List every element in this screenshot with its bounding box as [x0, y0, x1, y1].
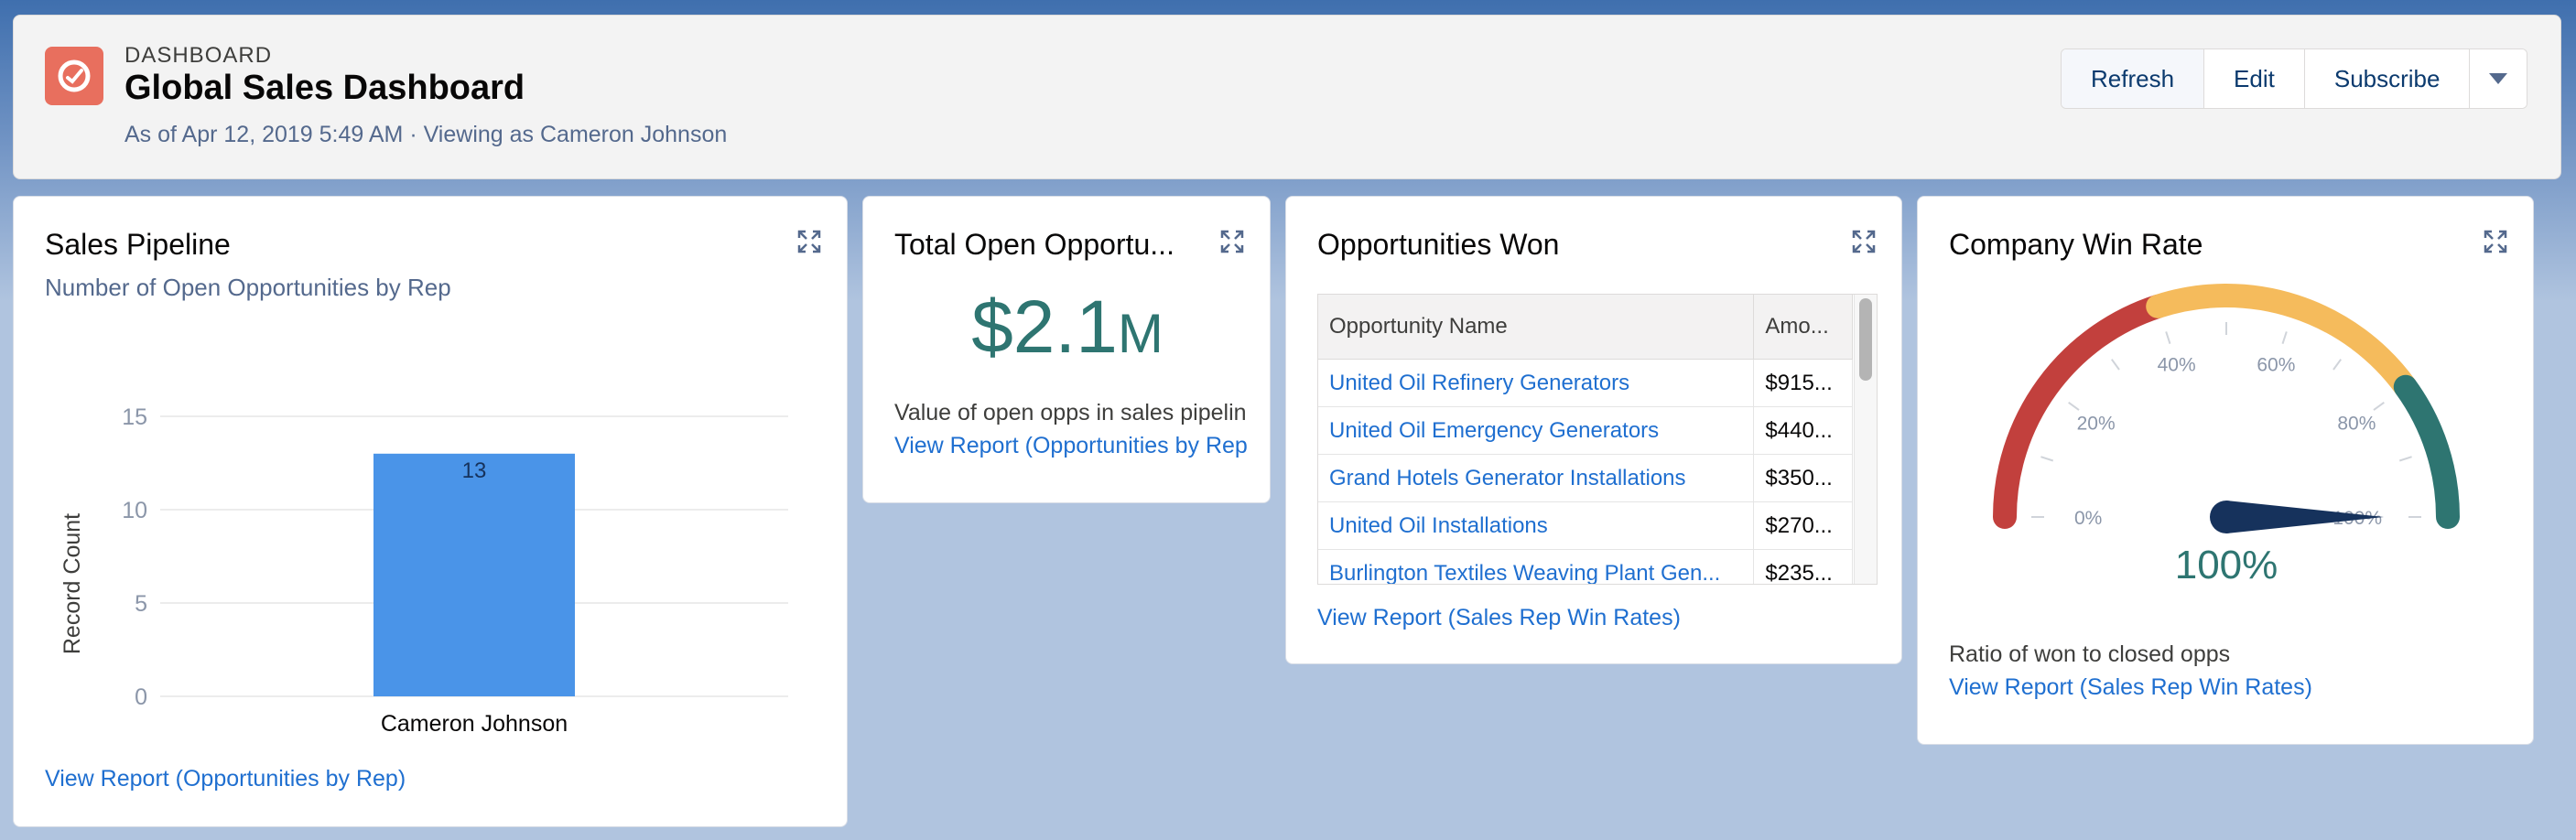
- table-row: United Oil Installations $270...: [1318, 501, 1853, 550]
- gauge-band: [1993, 294, 2170, 529]
- sales-pipeline-bar-chart: 0 5 10 15 13 Cameron Johnson Opportunity Owner…: [60, 404, 788, 764]
- company-win-rate-card: Company Win Rate 0%20%40%60%80%100% 100%…: [1917, 196, 2534, 745]
- opportunity-amount: $270...: [1753, 501, 1853, 550]
- column-header-opportunity-name[interactable]: Opportunity Name: [1318, 295, 1755, 360]
- gauge-tick: [2398, 456, 2412, 462]
- gauge-needle-hub: [2210, 501, 2243, 533]
- column-header-amount[interactable]: Amo...: [1753, 295, 1853, 360]
- header-eyebrow: DASHBOARD: [124, 43, 273, 68]
- card-title: Opportunities Won: [1317, 228, 1560, 261]
- y-tick-label: 15: [122, 404, 147, 430]
- bar-data-label: 13: [462, 458, 487, 483]
- page-title: Global Sales Dashboard: [124, 69, 525, 107]
- opportunities-won-card: Opportunities Won Opportunity Name Amo..…: [1285, 196, 1902, 664]
- table-row: United Oil Refinery Generators $915...: [1318, 359, 1853, 407]
- subscribe-button[interactable]: Subscribe: [2304, 49, 2471, 108]
- gauge-tick-label: 20%: [2077, 414, 2116, 435]
- bar[interactable]: [373, 453, 575, 696]
- table-header-row: Opportunity Name Amo...: [1318, 295, 1853, 360]
- gauge-tick: [2165, 331, 2171, 345]
- more-actions-button[interactable]: [2470, 49, 2527, 108]
- opportunity-name-link[interactable]: United Oil Refinery Generators: [1318, 359, 1755, 407]
- card-title: Company Win Rate: [1949, 228, 2203, 261]
- opportunity-amount: $440...: [1753, 406, 1853, 455]
- metric-value: $2.1M: [863, 285, 1272, 371]
- x-axis-label: Opportunity Owner: [382, 762, 574, 764]
- y-axis-label: Record Count: [60, 513, 85, 654]
- gauge-tick-label: 60%: [2257, 355, 2295, 376]
- card-subtitle: Number of Open Opportunities by Rep: [45, 274, 451, 301]
- win-rate-gauge: 0%20%40%60%80%100%: [1993, 284, 2460, 533]
- y-tick-label: 5: [135, 591, 147, 617]
- chevron-down-icon: [2489, 73, 2508, 84]
- table-row: Grand Hotels Generator Installations $350…: [1318, 454, 1853, 502]
- header-subtitle: As of Apr 12, 2019 5:49 AM · Viewing as …: [124, 122, 728, 147]
- y-tick-label: 10: [122, 498, 147, 523]
- gauge-tick: [2332, 359, 2343, 371]
- opportunity-amount: $350...: [1753, 454, 1853, 502]
- header-button-group: Refresh Edit Subscribe: [2061, 48, 2528, 109]
- gauge-tick-label: 0%: [2074, 508, 2102, 529]
- opportunity-amount: $235...: [1753, 549, 1853, 584]
- metric-unit: M: [1117, 303, 1164, 364]
- y-tick-label: 0: [135, 684, 147, 710]
- opportunities-table-container: Opportunity Name Amo... United Oil Refin…: [1317, 294, 1878, 585]
- total-open-opportunities-card: Total Open Opportu... $2.1M Value of ope…: [862, 196, 1271, 503]
- table-row: Burlington Textiles Weaving Plant Gen...…: [1318, 549, 1853, 584]
- scrollbar-thumb[interactable]: [1859, 298, 1872, 381]
- table-scrollbar[interactable]: [1854, 295, 1877, 584]
- metric-number: $2.1: [971, 285, 1118, 369]
- gauge-value: 100%: [2174, 543, 2278, 587]
- opportunity-name-link[interactable]: United Oil Emergency Generators: [1318, 406, 1755, 455]
- expand-icon[interactable]: [2484, 230, 2507, 253]
- gauge-tick: [2040, 456, 2054, 462]
- sales-pipeline-card: Sales Pipeline Number of Open Opportunit…: [13, 196, 848, 827]
- card-title: Total Open Opportu...: [894, 228, 1174, 261]
- gauge-band: [2393, 374, 2460, 529]
- dashboard-gauge-icon: [45, 47, 103, 105]
- opportunity-name-link[interactable]: Grand Hotels Generator Installations: [1318, 454, 1755, 502]
- gauge-band: [2146, 284, 2418, 399]
- table-row: United Oil Emergency Generators $440...: [1318, 406, 1853, 455]
- gauge-tick-label: 80%: [2337, 414, 2376, 435]
- opportunities-table: Opportunity Name Amo... United Oil Refin…: [1318, 295, 1853, 584]
- metric-description: Value of open opps in sales pipelin: [894, 400, 1247, 425]
- gauge-tick: [2373, 401, 2385, 411]
- opportunity-name-link[interactable]: United Oil Installations: [1318, 501, 1755, 550]
- opportunity-name-link[interactable]: Burlington Textiles Weaving Plant Gen...: [1318, 549, 1755, 584]
- refresh-button[interactable]: Refresh: [2062, 49, 2205, 108]
- view-report-link[interactable]: View Report (Opportunities by Rep): [45, 766, 406, 792]
- view-report-link[interactable]: View Report (Opportunities by Rep: [894, 433, 1248, 458]
- expand-icon[interactable]: [797, 230, 821, 253]
- view-report-link[interactable]: View Report (Sales Rep Win Rates): [1317, 605, 1681, 630]
- card-title: Sales Pipeline: [45, 228, 231, 261]
- dashboard-header: DASHBOARD Global Sales Dashboard As of A…: [13, 15, 2561, 179]
- view-report-link[interactable]: View Report (Sales Rep Win Rates): [1949, 674, 2312, 700]
- gauge-description: Ratio of won to closed opps: [1949, 641, 2231, 667]
- expand-icon[interactable]: [1852, 230, 1876, 253]
- x-tick-label: Cameron Johnson: [381, 711, 568, 737]
- gauge-tick: [2281, 331, 2288, 345]
- gauge-tick: [2110, 359, 2120, 371]
- gauge-tick-label: 40%: [2158, 355, 2196, 376]
- edit-button[interactable]: Edit: [2204, 49, 2305, 108]
- expand-icon[interactable]: [1220, 230, 1244, 253]
- opportunity-amount: $915...: [1753, 359, 1853, 407]
- gauge-tick: [2068, 401, 2080, 411]
- gauge-needle: [2226, 501, 2384, 533]
